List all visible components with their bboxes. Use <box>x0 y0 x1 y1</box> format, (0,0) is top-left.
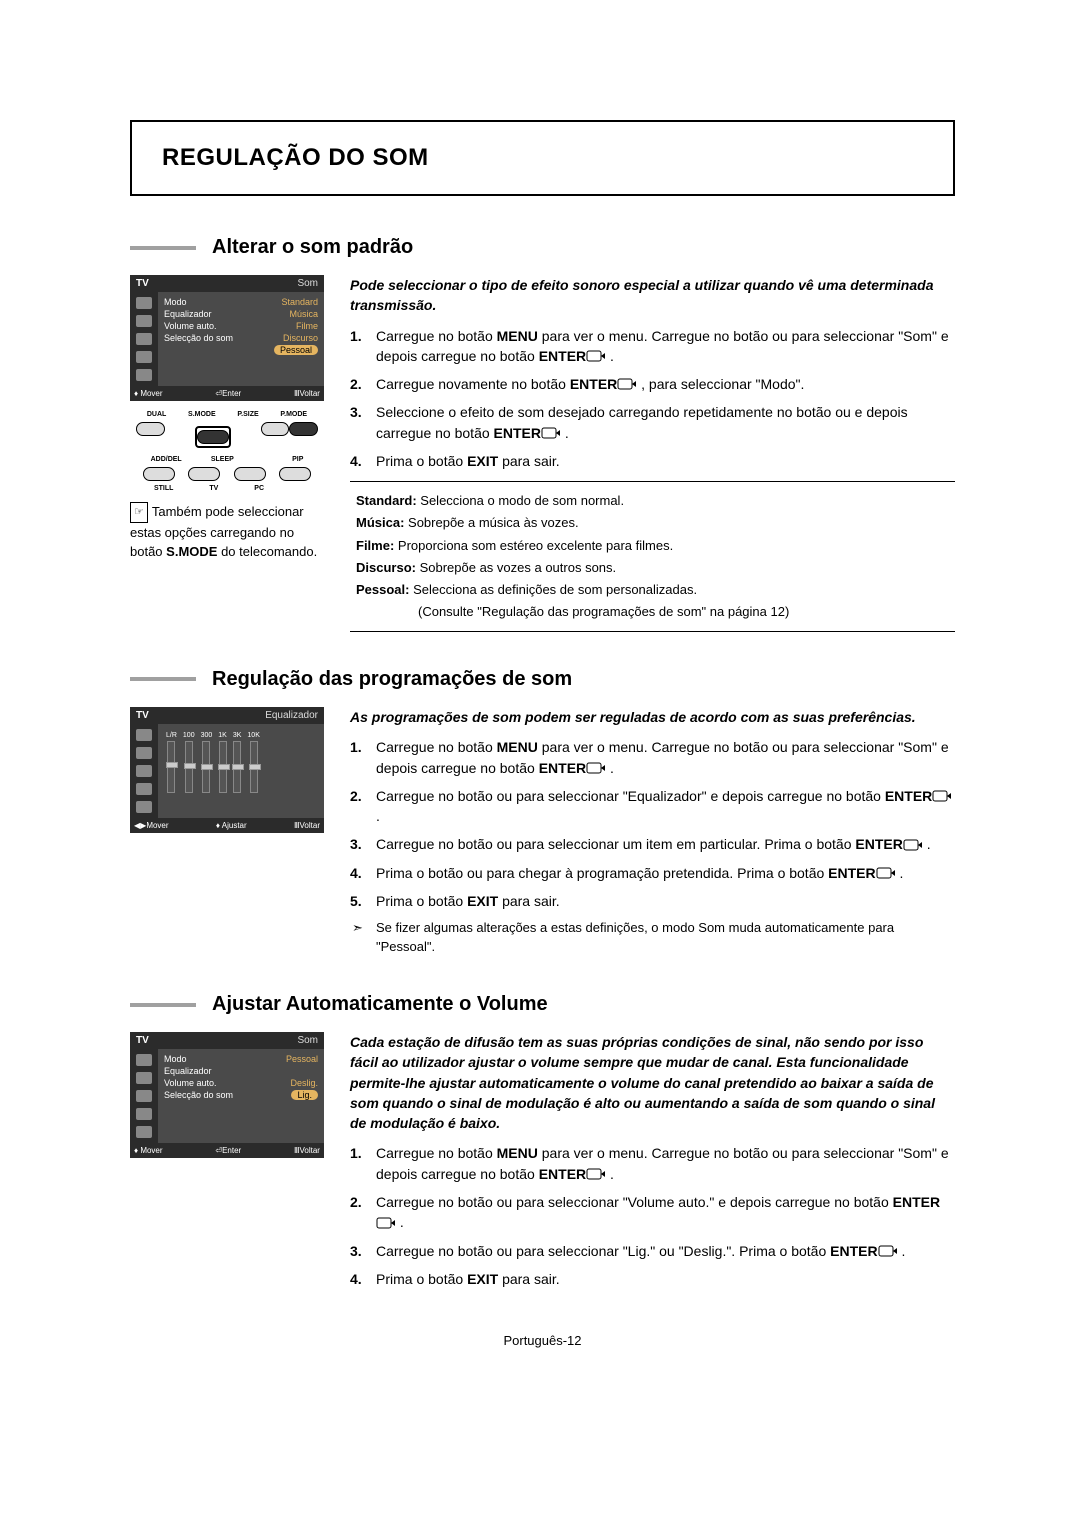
section-title: Ajustar Automaticamente o Volume <box>212 993 548 1016</box>
tv-screenshot-3: TVSom ModoPessoal Equalizador Volume aut… <box>130 1032 324 1158</box>
section-bar <box>130 246 196 250</box>
tip-smode: ☞Também pode seleccionar estas opções ca… <box>130 502 330 562</box>
mode-descriptions: Standard: Selecciona o modo de som norma… <box>350 481 955 632</box>
note: Se fizer algumas alterações a estas defi… <box>350 919 955 957</box>
section-bar <box>130 1003 196 1007</box>
chapter-title: REGULAÇÃO DO SOM <box>162 144 923 172</box>
section-bar <box>130 677 196 681</box>
intro: Cada estação de difusão tem as suas próp… <box>350 1032 955 1133</box>
intro: As programações de som podem ser regulad… <box>350 707 955 727</box>
steps-list: Carregue no botão MENU para ver o menu. … <box>350 737 955 911</box>
steps-list: Carregue no botão MENU para ver o menu. … <box>350 326 955 472</box>
steps-list: Carregue no botão MENU para ver o menu. … <box>350 1143 955 1289</box>
section-title: Regulação das programações de som <box>212 668 572 691</box>
tv-screenshot-1: TVSom ModoStandard EqualizadorMúsica Vol… <box>130 275 324 401</box>
tip-icon: ☞ <box>130 502 148 523</box>
chapter-header: REGULAÇÃO DO SOM <box>130 120 955 196</box>
intro: Pode seleccionar o tipo de efeito sonoro… <box>350 275 955 316</box>
page-footer: Português-12 <box>130 1333 955 1348</box>
remote-illustration: DUALS.MODEP.SIZEP.MODE ADD/DELSLEEPPIP S… <box>130 409 324 494</box>
tv-screenshot-2: TVEqualizador L/R 100 300 1K 3K 10K <box>130 707 324 833</box>
section-title: Alterar o som padrão <box>212 236 413 259</box>
